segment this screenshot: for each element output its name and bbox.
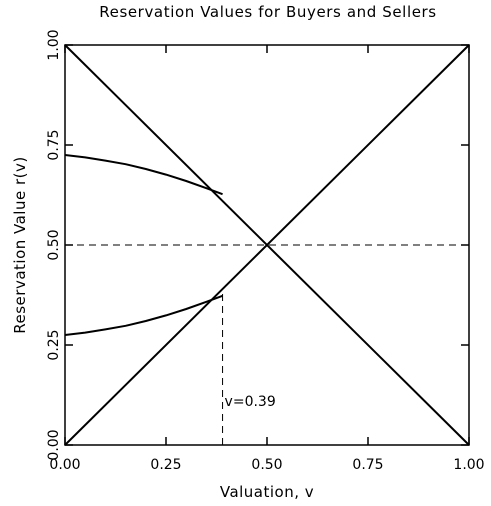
plot-layer: v=0.39	[64, 44, 470, 446]
y-tick-label: 0.50	[46, 229, 62, 260]
annotation-label: v=0.39	[225, 394, 276, 410]
x-tick-label: 0.50	[251, 457, 282, 473]
x-tick-label: 0.00	[49, 457, 80, 473]
ticks-layer: 0.00 0.25 0.50 0.75 1.00 0.00 0.25 0.50 0.75 1.00	[46, 29, 485, 473]
y-tick-label: 0.75	[46, 129, 62, 160]
y-tick-label: 0.25	[46, 329, 62, 360]
series-line-2	[64, 44, 470, 446]
x-tick-label: 0.25	[150, 457, 181, 473]
y-axis-label: Reservation Value r(v)	[11, 156, 29, 333]
x-tick-label: 1.00	[453, 457, 484, 473]
x-axis-label: Valuation, v	[220, 483, 314, 501]
y-tick-label: 0.00	[46, 429, 62, 460]
series-line-4	[64, 294, 223, 336]
chart-title: Reservation Values for Buyers and Seller…	[99, 3, 436, 21]
series-line-3	[64, 154, 223, 196]
x-tick-label: 0.75	[352, 457, 383, 473]
y-tick-label: 1.00	[46, 29, 62, 60]
